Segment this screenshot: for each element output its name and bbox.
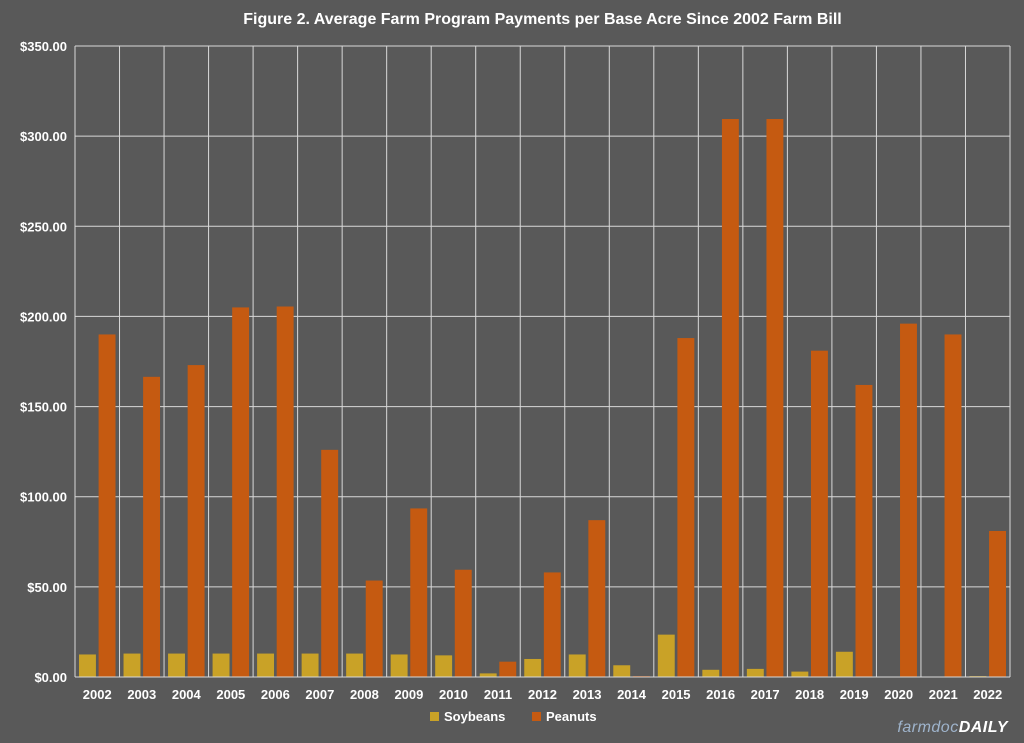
bar-peanuts-2012 xyxy=(543,572,561,677)
bar-soybeans-2002 xyxy=(79,654,96,677)
bar-soybeans-2015 xyxy=(657,634,675,677)
bar-peanuts-2007 xyxy=(321,449,339,677)
bar-peanuts-2004 xyxy=(187,365,205,677)
x-tick-label: 2021 xyxy=(929,687,958,702)
bar-soybeans-2010 xyxy=(435,655,453,677)
bar-soybeans-2008 xyxy=(346,653,364,677)
y-tick-label: $200.00 xyxy=(20,309,67,324)
x-tick-label: 2009 xyxy=(394,687,423,702)
x-tick-label: 2020 xyxy=(884,687,913,702)
y-tick-label: $150.00 xyxy=(20,400,67,415)
x-tick-label: 2017 xyxy=(751,687,780,702)
bar-peanuts-2008 xyxy=(365,580,383,677)
x-tick-label: 2008 xyxy=(350,687,379,702)
bar-soybeans-2009 xyxy=(390,654,408,677)
bar-soybeans-2007 xyxy=(301,653,319,677)
bar-soybeans-2012 xyxy=(524,658,542,677)
y-tick-label: $50.00 xyxy=(27,580,67,595)
chart-title: Figure 2. Average Farm Program Payments … xyxy=(243,11,841,28)
bar-soybeans-2019 xyxy=(835,651,853,677)
x-tick-label: 2006 xyxy=(261,687,290,702)
y-tick-label: $0.00 xyxy=(34,670,67,685)
bar-soybeans-2018 xyxy=(791,671,809,677)
bar-peanuts-2010 xyxy=(454,569,472,677)
bar-soybeans-2014 xyxy=(613,665,631,677)
bar-soybeans-2017 xyxy=(746,668,764,677)
y-tick-label: $300.00 xyxy=(20,129,67,144)
bar-soybeans-2013 xyxy=(568,654,586,677)
x-tick-label: 2003 xyxy=(127,687,156,702)
x-tick-label: 2019 xyxy=(840,687,869,702)
bar-peanuts-2021 xyxy=(944,334,962,677)
bar-soybeans-2006 xyxy=(257,653,275,677)
x-tick-label: 2016 xyxy=(706,687,735,702)
x-tick-label: 2015 xyxy=(662,687,691,702)
bar-peanuts-2013 xyxy=(588,520,606,677)
brand-part1: farmdoc xyxy=(897,719,959,736)
bar-peanuts-2017 xyxy=(766,119,784,677)
bar-soybeans-2004 xyxy=(168,653,185,677)
legend-swatch-soybeans xyxy=(430,712,439,721)
legend-label-soybeans: Soybeans xyxy=(444,709,505,724)
bar-peanuts-2003 xyxy=(143,376,161,677)
bar-peanuts-2020 xyxy=(900,323,917,677)
bar-peanuts-2019 xyxy=(855,384,873,677)
x-tick-label: 2018 xyxy=(795,687,824,702)
x-tick-label: 2012 xyxy=(528,687,557,702)
bar-soybeans-2011 xyxy=(479,673,497,677)
legend-swatch-peanuts xyxy=(532,712,541,721)
y-tick-label: $350.00 xyxy=(20,39,67,54)
brand-logo: farmdocDAILY xyxy=(897,719,1008,737)
legend-label-peanuts: Peanuts xyxy=(546,709,597,724)
y-tick-label: $250.00 xyxy=(20,219,67,234)
x-tick-label: 2005 xyxy=(216,687,245,702)
x-tick-label: 2011 xyxy=(484,687,512,702)
bar-soybeans-2016 xyxy=(702,669,720,677)
bar-soybeans-2003 xyxy=(123,653,141,677)
bar-peanuts-2009 xyxy=(410,508,428,677)
bar-peanuts-2022 xyxy=(989,530,1006,677)
y-tick-label: $100.00 xyxy=(20,490,67,505)
bar-peanuts-2018 xyxy=(810,350,828,677)
bar-peanuts-2016 xyxy=(721,119,739,677)
bar-soybeans-2005 xyxy=(212,653,230,677)
x-tick-label: 2002 xyxy=(83,687,112,702)
x-tick-label: 2004 xyxy=(172,687,202,702)
bar-peanuts-2005 xyxy=(232,307,250,677)
bar-peanuts-2011 xyxy=(499,661,517,677)
x-tick-label: 2014 xyxy=(617,687,647,702)
brand-part2: DAILY xyxy=(958,719,1008,736)
x-tick-label: 2010 xyxy=(439,687,468,702)
x-tick-label: 2007 xyxy=(305,687,334,702)
x-tick-label: 2013 xyxy=(573,687,602,702)
x-tick-label: 2022 xyxy=(973,687,1002,702)
bar-peanuts-2006 xyxy=(276,306,294,677)
bar-peanuts-2002 xyxy=(98,334,116,677)
bar-peanuts-2015 xyxy=(677,338,695,677)
